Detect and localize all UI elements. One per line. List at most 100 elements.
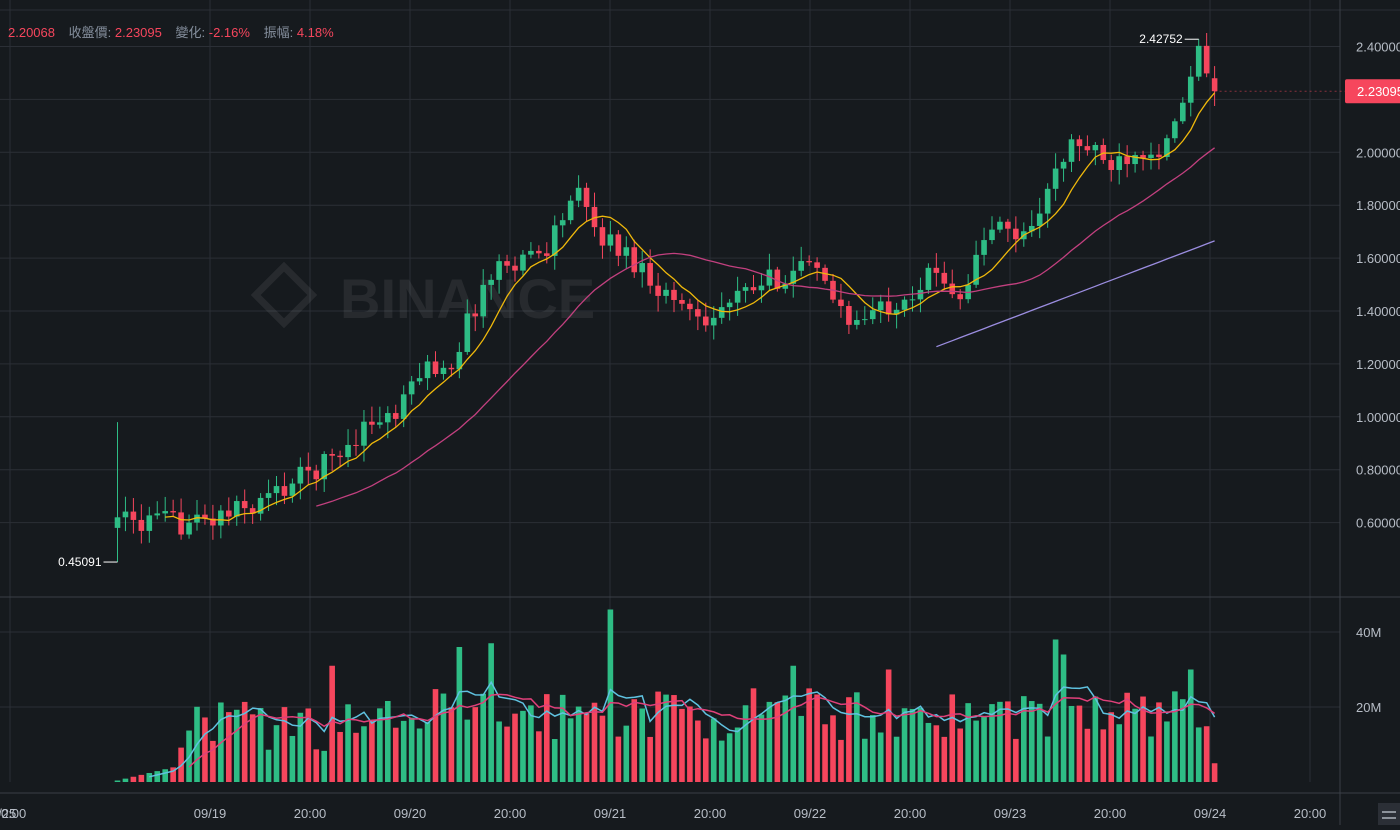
price-tick-label: 1.40000	[1356, 304, 1400, 319]
candle	[798, 261, 804, 271]
volume-tick-label: 20M	[1356, 700, 1381, 715]
volume-bar	[782, 695, 789, 782]
candle	[917, 289, 924, 300]
candle	[146, 515, 153, 531]
volume-bar	[742, 705, 749, 782]
candle	[909, 299, 916, 301]
volume-bar	[774, 702, 781, 782]
ma99-line	[936, 240, 1215, 348]
candle	[551, 225, 558, 256]
candle	[901, 299, 908, 310]
candle	[1052, 168, 1059, 189]
volume-bar	[496, 721, 502, 782]
volume-bar	[989, 704, 995, 782]
volume-bar	[273, 725, 280, 782]
candle	[710, 317, 717, 326]
candle	[257, 497, 264, 514]
candle	[1036, 213, 1043, 226]
volume-bar	[806, 688, 812, 782]
candle	[1068, 139, 1075, 162]
candle	[989, 229, 995, 241]
change-value: -2.16%	[208, 25, 250, 40]
volume-bar	[122, 778, 129, 782]
volume-bar	[1140, 696, 1146, 782]
candle	[385, 413, 391, 423]
candle	[1140, 155, 1146, 158]
volume-bar	[1100, 729, 1107, 782]
settings-icon[interactable]	[1378, 803, 1400, 825]
settings-icon-bg	[1378, 803, 1400, 825]
volume-bar	[265, 749, 272, 782]
volume-bar	[456, 647, 463, 782]
volume-bar	[663, 694, 669, 782]
volume-bar	[1084, 728, 1091, 782]
candle	[1211, 78, 1218, 92]
volume-bar	[981, 716, 987, 782]
volume-bar	[512, 713, 518, 782]
candle	[416, 378, 423, 382]
time-tick-label: 00:00	[0, 806, 26, 821]
candle	[544, 253, 550, 256]
candle	[162, 511, 168, 514]
volume-bar	[877, 732, 884, 782]
volume-bar	[726, 733, 733, 782]
volume-bar	[901, 708, 908, 782]
candle	[1148, 154, 1154, 158]
candle	[599, 227, 606, 246]
volume-bar	[297, 712, 304, 782]
candle	[790, 270, 797, 284]
candle	[114, 517, 121, 528]
candle	[885, 301, 892, 315]
candle	[647, 263, 653, 286]
candle	[695, 309, 701, 317]
candle	[687, 303, 693, 310]
candle	[226, 510, 232, 517]
volume-bar	[162, 769, 168, 782]
volume-bar	[551, 739, 558, 782]
price-tick-label: 1.80000	[1356, 198, 1400, 213]
candle	[877, 301, 884, 311]
volume-bar	[1060, 654, 1067, 782]
candle	[353, 444, 359, 446]
volume-bar	[480, 693, 486, 782]
candles	[114, 32, 1218, 563]
volume-bar	[210, 740, 216, 782]
volume-bar	[313, 749, 320, 782]
time-tick-label: 20:00	[694, 806, 727, 821]
volume-bar	[734, 727, 741, 782]
candle	[1203, 45, 1210, 74]
volume-bar	[846, 697, 852, 782]
volume-bar	[838, 739, 844, 782]
volume-bar	[583, 713, 590, 782]
volume-bar	[329, 665, 335, 782]
amplitude-label: 振幅:	[263, 25, 294, 40]
candle	[750, 287, 757, 291]
candle	[488, 279, 494, 285]
ohlc-header: 2.20068 收盤價: 2.23095 變化: -2.16% 振幅: 4.18…	[8, 22, 334, 41]
volume-bar	[830, 715, 836, 782]
candle	[933, 267, 940, 273]
volume-bar	[679, 708, 685, 782]
candle	[703, 316, 709, 326]
volume-bar	[305, 708, 312, 782]
volume-bar	[718, 740, 725, 782]
volume-ma10-line	[188, 693, 1216, 768]
volume-bar	[647, 736, 653, 782]
volume-bar	[917, 707, 924, 782]
candle	[313, 470, 320, 480]
candle	[194, 514, 200, 523]
volume-bar	[1203, 726, 1210, 782]
volume-bar	[488, 643, 494, 782]
volume-bar	[1021, 696, 1027, 782]
volume-bar	[1036, 703, 1043, 782]
volume-bar	[241, 701, 248, 782]
candle	[663, 289, 669, 296]
volume-bar	[1132, 708, 1138, 782]
volume-bar	[257, 708, 264, 782]
volume-bars	[114, 609, 1218, 782]
volume-bar	[710, 718, 717, 782]
price-axis: 0.60000 0.80000 1.00000 1.20000 1.40000 1.600…	[1356, 40, 1400, 531]
candle	[854, 320, 860, 325]
volume-bar	[337, 731, 343, 782]
